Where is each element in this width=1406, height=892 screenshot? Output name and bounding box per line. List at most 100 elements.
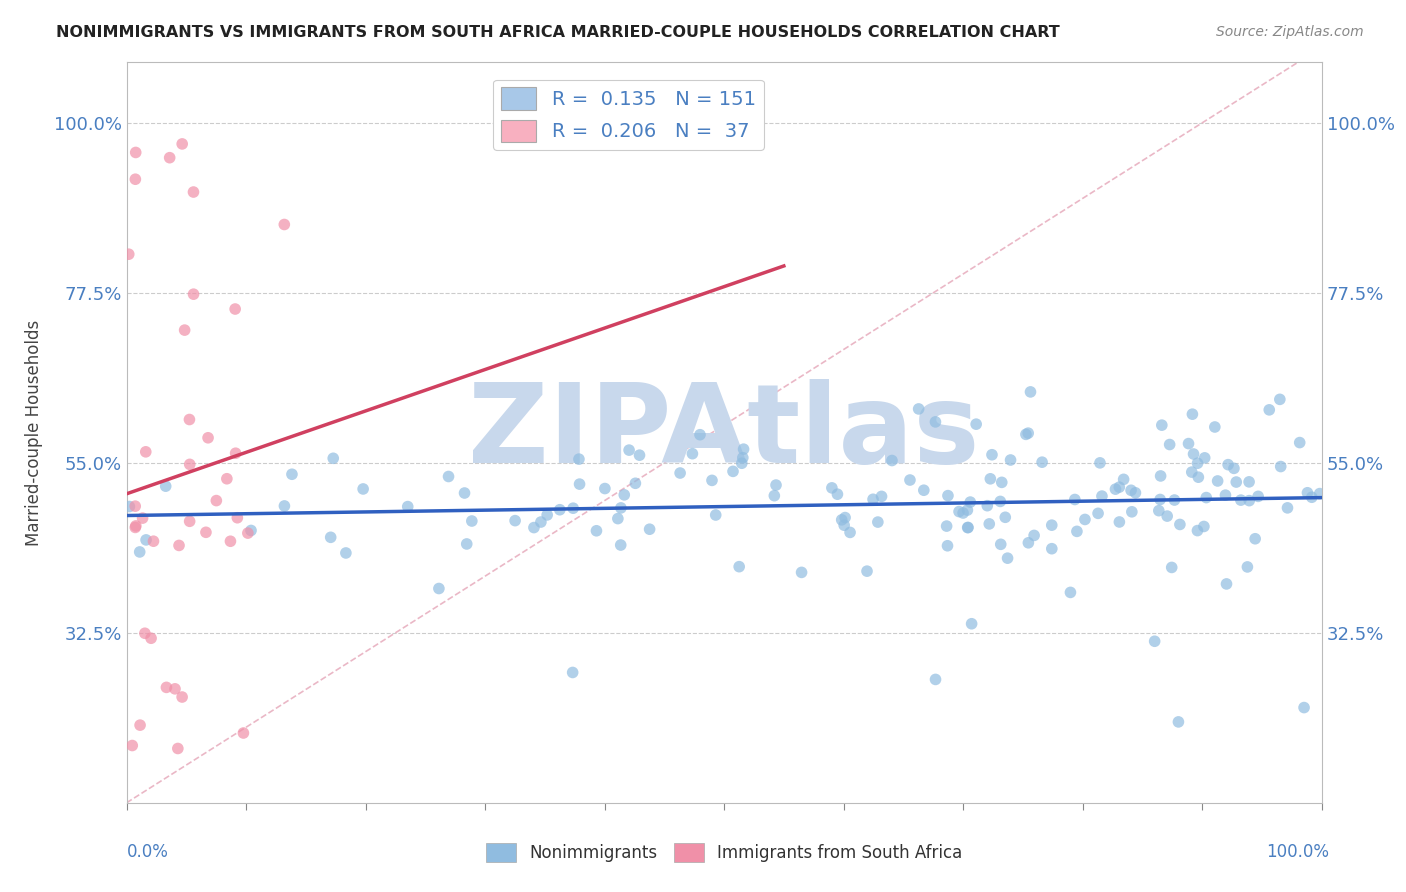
Point bbox=[1087, 506, 1109, 520]
Point bbox=[1192, 519, 1215, 533]
Point bbox=[1156, 509, 1178, 524]
Point bbox=[1236, 560, 1258, 574]
Point bbox=[689, 427, 711, 442]
Point bbox=[453, 486, 475, 500]
Point bbox=[1215, 488, 1237, 502]
Point bbox=[1168, 517, 1191, 532]
Point bbox=[163, 681, 186, 696]
Point bbox=[870, 489, 893, 503]
Point bbox=[456, 537, 478, 551]
Point bbox=[155, 479, 177, 493]
Point bbox=[907, 401, 929, 416]
Point bbox=[1159, 437, 1181, 451]
Point bbox=[1288, 435, 1310, 450]
Point bbox=[936, 489, 959, 503]
Point bbox=[172, 136, 194, 151]
Point bbox=[124, 172, 146, 186]
Point bbox=[585, 524, 607, 538]
Point bbox=[1296, 485, 1319, 500]
Point bbox=[1147, 503, 1170, 517]
Point bbox=[700, 474, 723, 488]
Point bbox=[1239, 493, 1261, 508]
Point bbox=[219, 534, 242, 549]
Point bbox=[831, 513, 853, 527]
Point bbox=[981, 448, 1004, 462]
Point bbox=[121, 739, 143, 753]
Point bbox=[898, 473, 921, 487]
Point bbox=[561, 665, 583, 680]
Point bbox=[562, 501, 585, 516]
Point bbox=[236, 526, 259, 541]
Point bbox=[965, 417, 987, 432]
Point bbox=[765, 478, 787, 492]
Point bbox=[129, 718, 152, 732]
Point bbox=[523, 520, 546, 534]
Point bbox=[821, 481, 844, 495]
Point bbox=[1063, 492, 1085, 507]
Text: 0.0%: 0.0% bbox=[127, 843, 169, 861]
Point bbox=[427, 582, 450, 596]
Point bbox=[205, 493, 228, 508]
Point bbox=[1270, 459, 1292, 474]
Point bbox=[179, 514, 201, 528]
Point bbox=[1182, 447, 1205, 461]
Point bbox=[912, 483, 935, 498]
Point bbox=[167, 538, 190, 552]
Point bbox=[273, 499, 295, 513]
Point bbox=[956, 520, 979, 534]
Point bbox=[832, 518, 855, 533]
Point bbox=[281, 467, 304, 482]
Point bbox=[839, 525, 862, 540]
Point bbox=[1167, 714, 1189, 729]
Point bbox=[1112, 472, 1135, 486]
Point bbox=[273, 218, 295, 232]
Point bbox=[530, 515, 553, 529]
Point bbox=[990, 475, 1012, 490]
Point bbox=[1160, 560, 1182, 574]
Point bbox=[1108, 515, 1130, 529]
Point bbox=[948, 505, 970, 519]
Point bbox=[142, 534, 165, 549]
Point bbox=[1230, 493, 1253, 508]
Point bbox=[396, 500, 419, 514]
Point bbox=[606, 511, 628, 525]
Point bbox=[1040, 518, 1063, 533]
Point bbox=[935, 519, 957, 533]
Point bbox=[225, 446, 247, 460]
Point bbox=[437, 469, 460, 483]
Point bbox=[1187, 456, 1209, 470]
Point bbox=[979, 516, 1001, 531]
Point bbox=[1059, 585, 1081, 599]
Point bbox=[179, 458, 201, 472]
Point bbox=[1181, 465, 1204, 479]
Point bbox=[593, 482, 616, 496]
Point bbox=[721, 464, 744, 478]
Point bbox=[862, 492, 884, 507]
Point bbox=[731, 456, 754, 470]
Point bbox=[1301, 490, 1323, 504]
Point bbox=[790, 566, 813, 580]
Point bbox=[215, 472, 238, 486]
Point bbox=[179, 412, 201, 426]
Point bbox=[1163, 493, 1185, 508]
Point bbox=[1268, 392, 1291, 407]
Point bbox=[952, 506, 974, 520]
Point bbox=[827, 487, 849, 501]
Point bbox=[461, 514, 484, 528]
Y-axis label: Married-couple Households: Married-couple Households bbox=[24, 319, 42, 546]
Point bbox=[924, 673, 946, 687]
Point bbox=[997, 551, 1019, 566]
Point bbox=[159, 151, 181, 165]
Point bbox=[568, 452, 591, 467]
Text: NONIMMIGRANTS VS IMMIGRANTS FROM SOUTH AFRICA MARRIED-COUPLE HOUSEHOLDS CORRELAT: NONIMMIGRANTS VS IMMIGRANTS FROM SOUTH A… bbox=[56, 25, 1060, 40]
Point bbox=[990, 537, 1012, 551]
Point bbox=[118, 247, 141, 261]
Legend: Nonimmigrants, Immigrants from South Africa: Nonimmigrants, Immigrants from South Afr… bbox=[479, 836, 969, 869]
Point bbox=[1277, 500, 1299, 515]
Text: Source: ZipAtlas.com: Source: ZipAtlas.com bbox=[1216, 25, 1364, 39]
Point bbox=[1125, 485, 1147, 500]
Point bbox=[733, 442, 755, 457]
Point bbox=[1223, 461, 1246, 475]
Text: 100.0%: 100.0% bbox=[1265, 843, 1329, 861]
Text: ZIPAtlas: ZIPAtlas bbox=[468, 379, 980, 486]
